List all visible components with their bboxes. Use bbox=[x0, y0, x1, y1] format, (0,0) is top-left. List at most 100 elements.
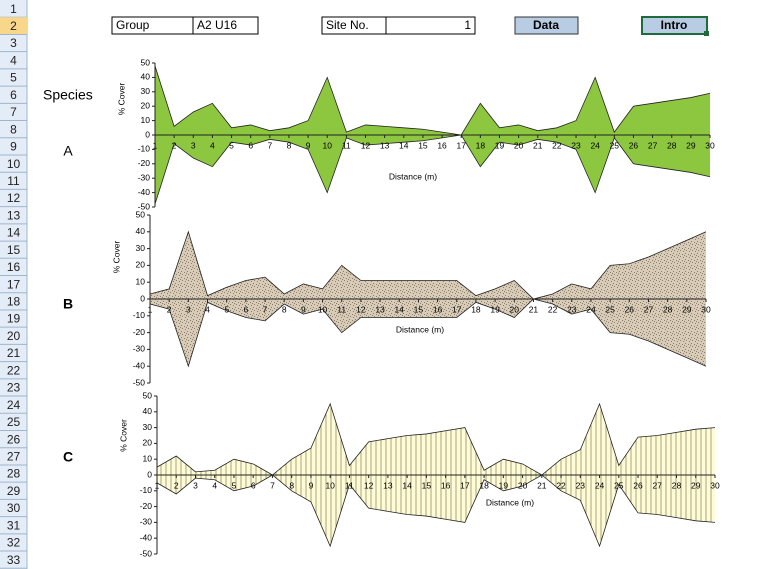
species-label: Species bbox=[43, 87, 93, 103]
x-tick-label: 5 bbox=[224, 304, 229, 314]
x-tick-label: 21 bbox=[533, 140, 543, 150]
x-tick-label: 7 bbox=[263, 304, 268, 314]
row-header: 5 bbox=[10, 71, 17, 85]
y-tick-label: 0 bbox=[140, 293, 145, 303]
row-header: 14 bbox=[7, 226, 21, 240]
x-tick-label: 6 bbox=[243, 304, 248, 314]
kite-lower bbox=[155, 135, 710, 205]
x-tick-label: 28 bbox=[663, 304, 673, 314]
row-header: 9 bbox=[10, 140, 17, 154]
x-tick-label: 12 bbox=[361, 140, 371, 150]
row-header: 13 bbox=[7, 208, 21, 222]
x-tick-label: 26 bbox=[633, 480, 643, 490]
x-tick-label: 11 bbox=[342, 140, 351, 150]
x-tick-label: 27 bbox=[653, 480, 663, 490]
y-tick-label: 40 bbox=[143, 406, 153, 416]
x-tick-label: 21 bbox=[537, 480, 547, 490]
kite-outline bbox=[156, 474, 716, 548]
active-row-header bbox=[0, 17, 27, 35]
y-tick-label: 0 bbox=[145, 129, 150, 139]
row-header: 31 bbox=[7, 518, 21, 532]
row-header-column bbox=[0, 0, 27, 569]
y-tick-label: 10 bbox=[141, 115, 151, 125]
row-header: 4 bbox=[10, 53, 17, 67]
x-tick-label: 5 bbox=[232, 480, 237, 490]
kite-lower bbox=[157, 475, 715, 547]
row-header: 19 bbox=[7, 312, 21, 326]
x-tick-label: 7 bbox=[267, 140, 272, 150]
x-tick-label: 13 bbox=[383, 480, 393, 490]
y-axis-title: % Cover bbox=[116, 83, 126, 116]
x-tick-label: 1 bbox=[153, 140, 158, 150]
x-tick-label: 6 bbox=[248, 140, 253, 150]
x-tick-label: 3 bbox=[186, 304, 191, 314]
y-tick-label: -50 bbox=[133, 377, 146, 387]
x-tick-label: 30 bbox=[710, 480, 720, 490]
row-header: 33 bbox=[7, 553, 21, 567]
species-name: C bbox=[63, 449, 73, 465]
data-button[interactable] bbox=[514, 16, 579, 35]
x-axis-title: Distance (m) bbox=[486, 497, 534, 507]
selection-handle bbox=[704, 31, 709, 36]
x-tick-label: 2 bbox=[167, 304, 172, 314]
y-tick-label: -20 bbox=[140, 501, 153, 511]
x-tick-label: 10 bbox=[318, 304, 328, 314]
x-tick-label: 18 bbox=[479, 480, 489, 490]
x-tick-label: 28 bbox=[672, 480, 682, 490]
kite-outline bbox=[149, 298, 707, 368]
y-tick-label: 40 bbox=[136, 226, 146, 236]
x-tick-label: 15 bbox=[422, 480, 432, 490]
intro-button-label[interactable]: Intro bbox=[661, 18, 688, 32]
x-tick-label: 10 bbox=[323, 140, 333, 150]
y-tick-label: -20 bbox=[133, 327, 146, 337]
x-tick-label: 22 bbox=[556, 480, 566, 490]
x-tick-label: 14 bbox=[395, 304, 405, 314]
x-tick-label: 15 bbox=[414, 304, 424, 314]
kite-lower bbox=[150, 299, 706, 367]
row-header: 11 bbox=[7, 174, 20, 188]
species-name: B bbox=[63, 296, 73, 312]
y-tick-label: 10 bbox=[143, 453, 153, 463]
y-tick-label: -40 bbox=[133, 360, 146, 370]
x-tick-label: 16 bbox=[441, 480, 451, 490]
row-header: 28 bbox=[7, 467, 21, 481]
x-tick-label: 10 bbox=[325, 480, 335, 490]
y-tick-label: 50 bbox=[141, 57, 151, 67]
x-tick-label: 14 bbox=[399, 140, 409, 150]
y-tick-label: 20 bbox=[143, 438, 153, 448]
x-tick-label: 16 bbox=[433, 304, 443, 314]
x-tick-label: 1 bbox=[148, 304, 153, 314]
x-tick-label: 23 bbox=[571, 140, 581, 150]
site-value-cell bbox=[385, 16, 476, 35]
x-tick-label: 2 bbox=[172, 140, 177, 150]
x-tick-label: 11 bbox=[337, 304, 346, 314]
y-axis-title: % Cover bbox=[111, 241, 121, 274]
x-tick-label: 14 bbox=[402, 480, 412, 490]
x-tick-label: 19 bbox=[495, 140, 505, 150]
x-tick-label: 9 bbox=[301, 304, 306, 314]
row-header: 12 bbox=[7, 191, 21, 205]
x-tick-label: 12 bbox=[356, 304, 366, 314]
intro-button[interactable] bbox=[641, 16, 708, 35]
x-tick-label: 3 bbox=[191, 140, 196, 150]
x-axis-title: Distance (m) bbox=[396, 324, 444, 334]
x-tick-label: 30 bbox=[701, 304, 711, 314]
row-header: 2 bbox=[10, 19, 17, 33]
site-label: Site No. bbox=[326, 18, 369, 32]
y-tick-label: -10 bbox=[140, 485, 153, 495]
x-tick-label: 21 bbox=[529, 304, 539, 314]
x-tick-label: 22 bbox=[552, 140, 562, 150]
y-tick-label: 0 bbox=[147, 469, 152, 479]
row-header: 6 bbox=[10, 88, 17, 102]
y-tick-label: -30 bbox=[133, 344, 146, 354]
y-tick-label: 30 bbox=[136, 243, 146, 253]
data-button-label[interactable]: Data bbox=[533, 18, 559, 32]
row-header: 15 bbox=[7, 243, 21, 257]
x-tick-label: 3 bbox=[193, 480, 198, 490]
x-tick-label: 24 bbox=[590, 140, 600, 150]
y-tick-label: 20 bbox=[141, 100, 151, 110]
x-tick-label: 4 bbox=[210, 140, 215, 150]
row-header: 27 bbox=[7, 450, 21, 464]
row-header: 17 bbox=[7, 277, 21, 291]
